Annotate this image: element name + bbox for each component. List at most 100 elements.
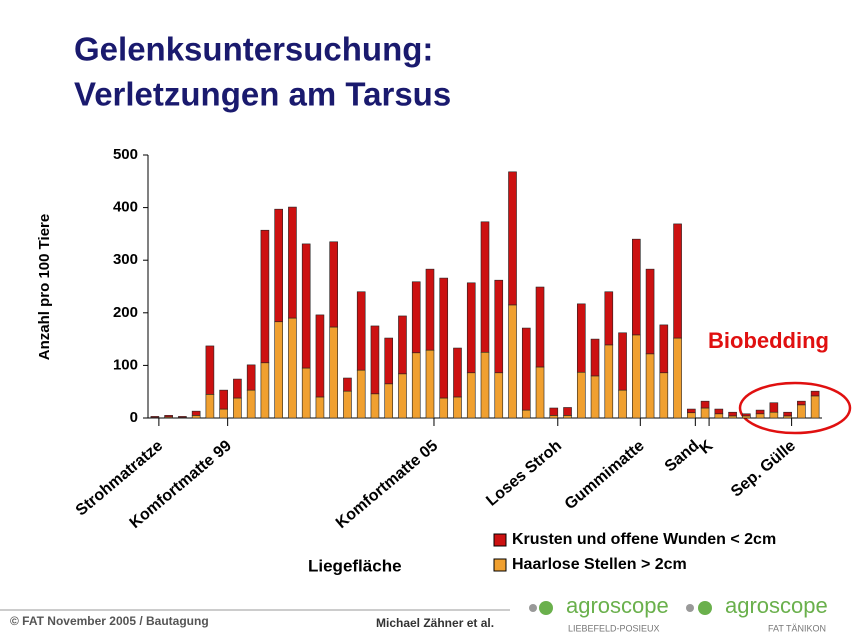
- logo: agroscope: [566, 593, 669, 618]
- bar-segment: [673, 223, 682, 339]
- logo-place: LIEBEFELD-POSIEUX: [568, 623, 660, 633]
- bar-segment: [191, 410, 201, 416]
- bar-segment: [673, 337, 682, 419]
- footer-left: © FAT November 2005 / Bautagung: [10, 614, 209, 628]
- bar-segment: [549, 415, 559, 419]
- legend-swatch: [493, 558, 507, 572]
- logo-dot: [698, 601, 712, 615]
- bar-segment: [480, 221, 490, 353]
- bar-segment: [205, 345, 215, 395]
- y-tick-label: 300: [113, 251, 138, 268]
- bar-segment: [535, 286, 545, 368]
- legend-label: Krusten und offene Wunden < 2cm: [512, 531, 776, 548]
- bar-segment: [370, 393, 380, 419]
- bar-segment: [755, 413, 765, 419]
- bar-segment: [494, 372, 504, 419]
- bar-segment: [315, 314, 325, 398]
- bar-segment: [810, 390, 820, 397]
- legend-label: Haarlose Stellen > 2cm: [512, 556, 687, 573]
- y-tick-label: 400: [113, 199, 138, 216]
- bar-segment: [439, 277, 449, 399]
- bar-segment: [728, 415, 737, 419]
- footer-center: Michael Zähner et al.: [376, 616, 494, 630]
- bar-segment: [742, 413, 751, 417]
- bar-segment: [301, 243, 311, 369]
- bar-segment: [769, 411, 779, 419]
- bar-segment: [576, 303, 586, 373]
- bar-segment: [714, 408, 724, 415]
- bar-segment: [343, 377, 352, 392]
- bar-segment: [535, 366, 545, 419]
- bar-segment: [659, 372, 669, 419]
- logo-dot: [686, 604, 694, 612]
- logo-place: FAT TÄNIKON: [768, 623, 826, 633]
- bar-segment: [219, 408, 228, 419]
- bar-segment: [288, 317, 297, 419]
- bar-segment: [329, 241, 338, 328]
- bar-segment: [700, 400, 710, 409]
- bar-segment: [783, 415, 792, 419]
- bar-segment: [329, 326, 338, 419]
- bar-segment: [797, 404, 806, 419]
- y-axis-title: Anzahl pro 100 Tiere: [36, 214, 53, 360]
- y-tick-label: 200: [113, 304, 138, 321]
- bar-segment: [453, 396, 462, 419]
- bar-segment: [508, 304, 517, 419]
- bar-segment: [659, 324, 669, 374]
- bar-segment: [563, 407, 572, 416]
- bar-segment: [288, 206, 297, 319]
- x-tick-label: Komfortmatte 05: [333, 437, 441, 532]
- bar-segment: [755, 409, 765, 415]
- bar-segment: [742, 415, 751, 419]
- bar-segment: [810, 395, 820, 419]
- bar-segment: [398, 373, 407, 419]
- title-line: Gelenksuntersuchung:: [74, 31, 433, 68]
- bar-segment: [425, 268, 435, 351]
- bar-segment: [590, 375, 600, 419]
- bar-segment: [301, 367, 311, 419]
- bar-segment: [343, 390, 352, 419]
- logo: agroscope: [725, 593, 828, 618]
- bar-segment: [274, 208, 283, 323]
- bar-segment: [494, 279, 504, 374]
- bar-segment: [384, 337, 394, 385]
- bar-segment: [632, 334, 641, 419]
- bar-segment: [687, 412, 696, 419]
- bar-segment: [549, 407, 559, 416]
- bar-segment: [205, 394, 215, 419]
- bar-segment: [315, 396, 325, 419]
- bar-segment: [191, 415, 201, 419]
- bar-segment: [233, 397, 242, 419]
- bar-segment: [783, 411, 792, 417]
- bar-segment: [714, 413, 724, 419]
- bar-segment: [480, 351, 490, 419]
- bar-segment: [645, 268, 655, 355]
- bar-segment: [150, 416, 160, 418]
- bar-segment: [274, 321, 283, 419]
- bar-segment: [604, 291, 614, 346]
- bar-segment: [604, 344, 614, 419]
- bar-segment: [411, 281, 421, 354]
- bar-segment: [687, 408, 696, 414]
- bar-segment: [246, 364, 256, 391]
- bar-segment: [508, 171, 517, 306]
- bar-segment: [370, 325, 380, 395]
- bar-segment: [466, 282, 476, 374]
- bar-segment: [632, 238, 641, 336]
- annotation: Biobedding: [708, 328, 829, 353]
- bar-segment: [645, 353, 655, 419]
- bar-segment: [356, 291, 366, 371]
- bar-segment: [618, 389, 627, 419]
- bar-segment: [728, 411, 737, 417]
- title-line: Verletzungen am Tarsus: [74, 76, 451, 113]
- bar-segment: [164, 415, 173, 418]
- bar-segment: [576, 371, 586, 419]
- bar-segment: [411, 352, 421, 419]
- bar-segment: [521, 409, 531, 419]
- x-tick-label: Gummimatte: [562, 437, 648, 513]
- bar-segment: [219, 389, 228, 410]
- x-tick-label: Loses Stroh: [483, 437, 565, 509]
- bar-segment: [797, 400, 806, 406]
- x-tick-label: K: [697, 437, 717, 458]
